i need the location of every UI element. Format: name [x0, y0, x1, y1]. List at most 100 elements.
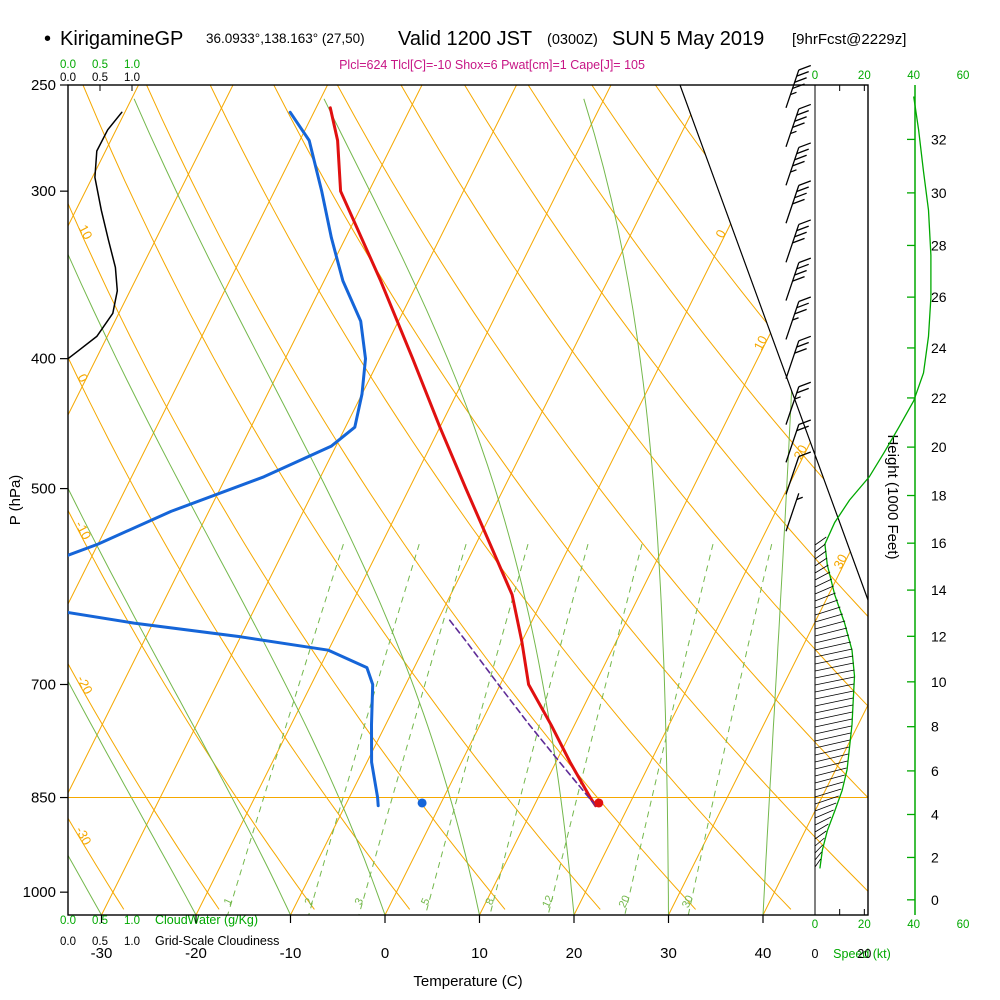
- temperature-curve: [328, 106, 598, 808]
- isotherm-line: [668, 85, 868, 915]
- dry-adiabat-line: [82, 85, 601, 910]
- isotherm-label: 0: [712, 227, 729, 240]
- mixing-ratio-line: [489, 543, 589, 915]
- height-tick-label: 2: [931, 849, 939, 865]
- station-name: KirigamineGP: [60, 28, 183, 50]
- cloudiness-scale-label: 0.0: [60, 72, 76, 84]
- dry-adiabat-label: -30: [73, 824, 95, 848]
- height-tick-label: 20: [931, 439, 947, 455]
- valid-date: SUN 5 May 2019: [612, 28, 764, 50]
- valid-time-z: (0300Z): [547, 32, 598, 48]
- height-axis-title: Height (1000 Feet): [884, 434, 901, 559]
- height-tick-label: 32: [931, 131, 947, 147]
- mixing-ratio-label: 8: [483, 896, 496, 907]
- moist-adiabat-line: [323, 98, 575, 915]
- speed-tick-label-green: 60: [957, 70, 970, 82]
- height-tick-label: 8: [931, 719, 939, 735]
- station-bullet: •: [44, 28, 51, 50]
- mixing-ratio-label: 5: [419, 896, 432, 907]
- dry-adiabat-line: [68, 85, 315, 910]
- dry-adiabat-label: 10: [76, 222, 96, 242]
- mixing-ratio-line: [358, 543, 467, 915]
- pressure-tick-label: 300: [31, 183, 56, 200]
- wind-barb: [785, 103, 812, 148]
- wind-barb: [785, 451, 812, 495]
- mixing-ratio-label: 3: [353, 896, 366, 907]
- speed-axis-title: Speed (kt): [833, 947, 891, 961]
- isotherm-line: [762, 85, 868, 915]
- isotherm-line: [68, 85, 234, 915]
- speed-tick-label-green: 40: [907, 70, 920, 82]
- wind-barb: [785, 219, 812, 263]
- isotherm-label: 10: [751, 333, 771, 353]
- height-tick-label: 30: [931, 185, 947, 201]
- height-tick-label: 26: [931, 289, 947, 305]
- speed-tick-label-green: 40: [907, 919, 920, 931]
- mixing-ratio-label: 20: [617, 894, 633, 910]
- mixing-ratio-line: [308, 543, 420, 915]
- dry-adiabat-label: -20: [74, 673, 96, 697]
- moist-adiabat-line: [68, 98, 197, 915]
- cloudwater-scale-label: 0.5: [92, 59, 108, 71]
- sounding-curves: [68, 106, 598, 808]
- isotherm-line: [290, 85, 706, 915]
- temperature-tick-label: 0: [381, 945, 389, 962]
- wind-barb: [785, 296, 812, 340]
- moist-adiabat-line: [133, 98, 480, 915]
- pressure-tick-label: 400: [31, 351, 56, 368]
- dry-adiabat-line: [336, 85, 868, 910]
- cloudiness-scale-label: 0.5: [92, 936, 108, 948]
- temperature-tick-label: -10: [280, 945, 302, 962]
- cloudwater-scale-label: 0.0: [60, 59, 76, 71]
- pressure-tick-label: 700: [31, 676, 56, 693]
- isotherm-label: 20: [790, 442, 810, 462]
- wind-barb: [785, 381, 812, 425]
- surface-temperature-dot: [594, 798, 604, 808]
- wind-speed-hatch: [814, 536, 855, 868]
- height-tick-label: 14: [931, 582, 947, 598]
- moist-adiabat-line: [762, 98, 802, 915]
- mixing-ratio-label: 1: [222, 896, 235, 907]
- dry-adiabat-line: [527, 85, 868, 910]
- isotherm-label: 30: [830, 552, 850, 572]
- station-coords: 36.0933°,138.163° (27,50): [206, 31, 365, 46]
- wind-barb: [785, 64, 812, 109]
- dry-adiabat-line: [68, 85, 125, 910]
- pressure-tick-label: 850: [31, 790, 56, 807]
- speed-tick-label-black: 0: [812, 947, 819, 961]
- speed-tick-label-green: 20: [858, 919, 871, 931]
- mixing-ratio-line: [624, 543, 714, 915]
- height-tick-label: 16: [931, 535, 947, 551]
- temperature-tick-label: 30: [660, 945, 677, 962]
- cloudiness-scale-label: 1.0: [124, 72, 140, 84]
- cloudwater-scale-label: 0.0: [60, 915, 76, 927]
- mixing-ratio-line: [547, 543, 643, 915]
- pressure-tick-label: 250: [31, 77, 56, 94]
- dry-adiabat-label: 0: [75, 371, 92, 384]
- dry-adiabat-line: [146, 85, 696, 910]
- valid-time: Valid 1200 JST: [398, 28, 532, 50]
- wind-barb: [785, 142, 812, 186]
- moist-adiabat-line: [583, 98, 669, 915]
- dry-adiabat-line: [209, 85, 792, 910]
- dry-adiabat-line: [273, 85, 868, 910]
- cloudiness-scale-label: 0.0: [60, 936, 76, 948]
- temperature-tick-label: -20: [185, 945, 207, 962]
- isotherm-line: [384, 85, 801, 915]
- dry-adiabat-line: [910, 85, 1000, 909]
- dry-adiabat-label: -10: [72, 518, 94, 542]
- isotherm-line: [68, 85, 139, 915]
- temperature-axis-title: Temperature (C): [413, 973, 522, 990]
- cloudiness-scale-label: 1.0: [124, 936, 140, 948]
- isotherm-line: [573, 85, 868, 915]
- stability-indices: Plcl=624 Tlcl[C]=-10 Shox=6 Pwat[cm]=1 C…: [339, 58, 645, 72]
- height-tick-label: 6: [931, 763, 939, 779]
- pressure-tick-label: 500: [31, 481, 56, 498]
- grid-boundary-line: [679, 84, 869, 601]
- height-tick-label: 4: [931, 806, 939, 822]
- temperature-tick-label: -30: [91, 945, 113, 962]
- height-tick-label: 28: [931, 237, 947, 253]
- height-tick-label: 12: [931, 628, 947, 644]
- isotherm-line: [101, 85, 517, 915]
